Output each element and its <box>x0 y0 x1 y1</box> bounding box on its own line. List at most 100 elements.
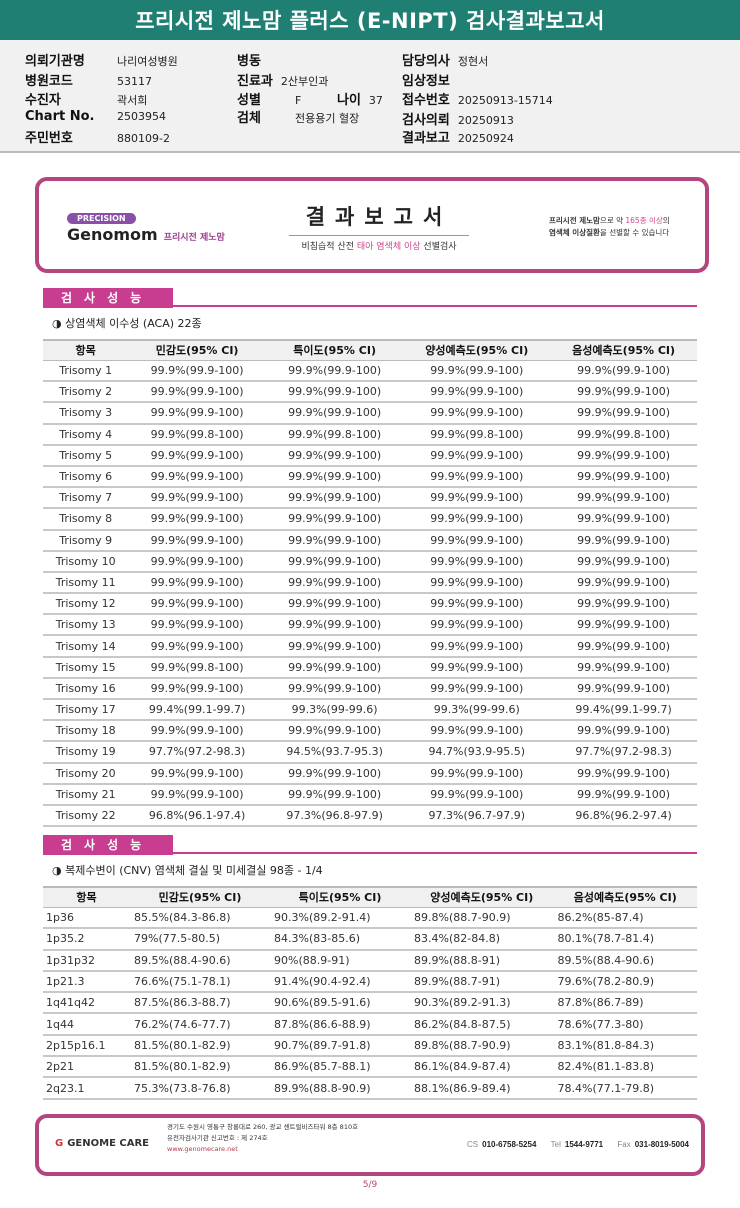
table-cell: 89.9%(88.7-91) <box>410 970 554 994</box>
table-cell: 81.5%(80.1-82.9) <box>130 1056 271 1079</box>
column-header: 음성예측도(95% CI) <box>550 339 697 361</box>
doctor-value: 정현서 <box>457 55 489 68</box>
table-cell: 99.9%(99.9-100) <box>128 677 266 701</box>
table-row: 2p21 81.5%(80.1-82.9) 86.9%(85.7-88.1) 86.1… <box>43 1056 697 1079</box>
table-cell: 99.9%(99.9-100) <box>550 444 697 467</box>
column-header: 민감도(95% CI) <box>130 886 271 908</box>
table-cell: 99.9%(99.9-100) <box>128 550 266 573</box>
table-cell: 99.9%(99.9-100) <box>403 550 551 573</box>
table-cell: Trisomy 22 <box>43 804 129 828</box>
table-cell: 83.1%(81.8-84.3) <box>553 1034 697 1058</box>
table-cell: 1q44 <box>43 1013 131 1036</box>
section-header-cnv: 검사성능 <box>43 834 697 855</box>
table-cell: 99.9%(99.9-100) <box>265 529 404 552</box>
table-cell: 99.9%(99.9-100) <box>128 614 266 637</box>
chart-value: 2503954 <box>117 110 166 123</box>
table-row: Trisomy 14 99.9%(99.9-100) 99.9%(99.9-100)… <box>43 635 697 658</box>
table-cell: 99.9%(99.9-100) <box>403 571 551 595</box>
table-cell: 75.3%(73.8-76.8) <box>130 1077 271 1100</box>
table-cell: 86.2%(84.8-87.5) <box>410 1013 554 1036</box>
table-row: Trisomy 5 99.9%(99.9-100) 99.9%(99.9-100) 9… <box>43 444 697 467</box>
table-cell: 99.9%(99.9-100) <box>265 360 404 383</box>
table-cell: 99.9%(99.9-100) <box>265 593 404 616</box>
doctor-label: 담당의사 <box>402 54 450 69</box>
table-cell: 2p21 <box>43 1056 131 1079</box>
table-cell: 86.9%(85.7-88.1) <box>270 1056 411 1079</box>
table-cell: 85.5%(84.3-86.8) <box>130 907 271 930</box>
table-cell: 99.9%(99.8-100) <box>550 423 697 446</box>
table-cell: Trisomy 9 <box>43 529 129 552</box>
table-row: Trisomy 11 99.9%(99.9-100) 99.9%(99.9-100)… <box>43 571 697 595</box>
table-cell: 88.1%(86.9-89.4) <box>410 1077 554 1100</box>
table-cell: 97.3%(96.7-97.9) <box>403 804 551 828</box>
table-cell: 84.3%(83-85.6) <box>270 928 411 951</box>
table-cell: 87.5%(86.3-88.7) <box>130 992 271 1015</box>
table-cell: Trisomy 21 <box>43 783 129 806</box>
table-cell: 99.9%(99.9-100) <box>128 783 266 806</box>
table-row: Trisomy 16 99.9%(99.9-100) 99.9%(99.9-100)… <box>43 677 697 701</box>
table-cell: 91.4%(90.4-92.4) <box>270 970 411 994</box>
table-cell: Trisomy 17 <box>43 699 129 722</box>
table-cell: 99.9%(99.9-100) <box>403 656 551 679</box>
table-row: Trisomy 2 99.9%(99.9-100) 99.9%(99.9-100) 9… <box>43 381 697 404</box>
website-link[interactable]: www.genomecare.net <box>167 1145 238 1153</box>
table-cell: 99.9%(99.9-100) <box>403 677 551 701</box>
request-value: 20250913 <box>457 114 514 127</box>
dept-value: 2산부인과 <box>280 75 329 88</box>
section-subtitle-cnv: ◑ 복제수변이 (CNV) 염색체 결실 및 미세결실 98종 - 1/4 <box>52 864 323 877</box>
table-cell: 99.4%(99.1-99.7) <box>128 699 266 722</box>
table-cell: 99.9%(99.9-100) <box>403 762 551 785</box>
table-row: Trisomy 4 99.9%(99.8-100) 99.9%(99.8-100) 9… <box>43 423 697 446</box>
table-row: Trisomy 17 99.4%(99.1-99.7) 99.3%(99-99.6)… <box>43 699 697 722</box>
table-cell: 90.7%(89.7-91.8) <box>270 1034 411 1058</box>
column-header: 음성예측도(95% CI) <box>553 886 697 908</box>
table-row: Trisomy 9 99.9%(99.9-100) 99.9%(99.9-100) 9… <box>43 529 697 552</box>
table-cell: 99.9%(99.9-100) <box>550 783 697 806</box>
table-cell: 99.9%(99.9-100) <box>128 508 266 531</box>
banner-subtitle: 비침습적 산전 태아 염색체 이상 선별검사 <box>301 242 457 252</box>
table-cell: 76.2%(74.6-77.7) <box>130 1013 271 1036</box>
table-cell: 99.9%(99.9-100) <box>550 571 697 595</box>
table-cell: Trisomy 4 <box>43 423 129 446</box>
table-cell: 99.9%(99.9-100) <box>265 444 404 467</box>
report-title: 프리시전 제노맘 플러스 (E-NIPT) 검사결과보고서 <box>0 0 740 40</box>
table-cell: Trisomy 6 <box>43 465 129 489</box>
table-cell: 81.5%(80.1-82.9) <box>130 1034 271 1058</box>
table-cell: 1p31p32 <box>43 949 131 972</box>
table-cell: 99.9%(99.9-100) <box>550 720 697 743</box>
table-cell: 2q23.1 <box>43 1077 131 1100</box>
table-cell: 99.9%(99.9-100) <box>128 635 266 658</box>
table-cell: 99.9%(99.9-100) <box>550 677 697 701</box>
table-cell: 99.9%(99.9-100) <box>403 508 551 531</box>
table-cell: 90.3%(89.2-91.3) <box>410 992 554 1015</box>
table-cell: 99.9%(99.9-100) <box>403 465 551 489</box>
table-cell: 99.9%(99.8-100) <box>128 423 266 446</box>
footer-contacts: CS 010-6758-5254 Tel 1544-9771 Fax 031-8019… <box>467 1140 689 1149</box>
patient-label: 수진자 <box>25 93 61 108</box>
table-cell: 99.9%(99.9-100) <box>265 508 404 531</box>
table-row: Trisomy 15 99.9%(99.8-100) 99.9%(99.9-100)… <box>43 656 697 679</box>
table-cell: 99.9%(99.9-100) <box>403 444 551 467</box>
specimen-value: 전용용기 혈장 <box>295 112 360 125</box>
table-cell: 99.9%(99.9-100) <box>128 381 266 404</box>
table-cell: Trisomy 16 <box>43 677 129 701</box>
genome-care-logo: G GENOME CARE <box>55 1138 150 1149</box>
column-header: 특이도(95% CI) <box>270 886 411 908</box>
table-row: Trisomy 20 99.9%(99.9-100) 99.9%(99.9-100)… <box>43 762 697 785</box>
page-number: 5/9 <box>362 1180 378 1190</box>
table-cell: 99.9%(99.9-100) <box>403 720 551 743</box>
table-row: 1p21.3 76.6%(75.1-78.1) 91.4%(90.4-92.4) 89… <box>43 970 697 994</box>
table-cell: 99.9%(99.9-100) <box>128 402 266 425</box>
section-subtitle-aca: ◑ 상염색체 이수성 (ACA) 22종 <box>52 317 202 330</box>
table-row: 1q44 76.2%(74.6-77.7) 87.8%(86.6-88.9) 86.2… <box>43 1013 697 1036</box>
banner-title: 결과보고서 <box>289 201 469 236</box>
table-cell: Trisomy 8 <box>43 508 129 531</box>
table-row: Trisomy 12 99.9%(99.9-100) 99.9%(99.9-100)… <box>43 593 697 616</box>
report-date-value: 20250924 <box>457 132 514 145</box>
table-cell: 99.9%(99.9-100) <box>265 614 404 637</box>
table-cell: 96.8%(96.2-97.4) <box>550 804 697 828</box>
table-cell: 99.9%(99.9-100) <box>403 381 551 404</box>
table-cell: 99.9%(99.9-100) <box>265 465 404 489</box>
table-cell: 99.9%(99.9-100) <box>550 508 697 531</box>
id-label: 주민번호 <box>25 131 73 146</box>
